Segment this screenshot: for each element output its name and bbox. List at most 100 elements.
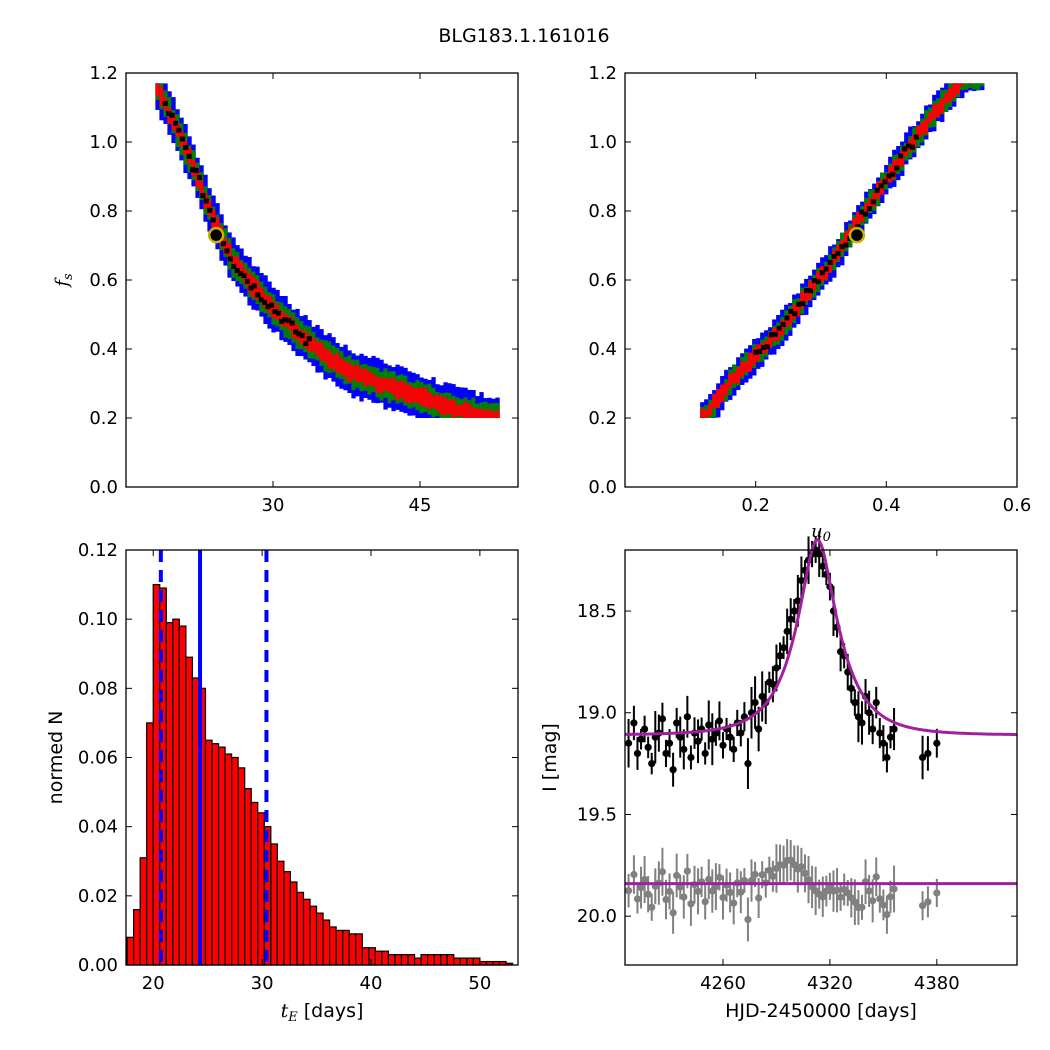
y-tick-label: 19.0 bbox=[577, 703, 617, 724]
chain-sample bbox=[269, 302, 275, 308]
chain-sample bbox=[909, 144, 915, 150]
data-point bbox=[883, 753, 891, 762]
y-tick-label: 18.5 bbox=[577, 601, 617, 622]
chain-sample bbox=[200, 193, 206, 199]
histogram-bar bbox=[185, 656, 194, 966]
density-cell-sigma1 bbox=[768, 332, 773, 349]
histogram-bar bbox=[446, 954, 455, 966]
chain-sample bbox=[839, 244, 845, 250]
residual-point bbox=[751, 870, 759, 879]
y-tick-label: 0.08 bbox=[78, 678, 118, 699]
density-cell-sigma1 bbox=[932, 104, 937, 120]
density-cell-sigma1 bbox=[495, 410, 500, 418]
density-cell-sigma1 bbox=[403, 383, 408, 403]
density-cell-sigma1 bbox=[311, 337, 316, 352]
histogram-bar bbox=[244, 788, 252, 966]
chain-sample bbox=[894, 165, 900, 171]
histogram-bar bbox=[217, 746, 226, 966]
residual-point bbox=[765, 866, 773, 874]
residual-point bbox=[665, 887, 674, 896]
chain-sample bbox=[234, 267, 240, 273]
density-cell-sigma1 bbox=[367, 371, 372, 386]
chain-sample bbox=[862, 211, 868, 217]
data-point bbox=[719, 741, 727, 749]
chain-sample bbox=[293, 329, 299, 335]
data-point bbox=[769, 680, 777, 688]
residual-point bbox=[730, 899, 738, 907]
density-cell-sigma1 bbox=[471, 407, 476, 418]
chain-sample bbox=[289, 320, 295, 326]
density-cell-sigma1 bbox=[828, 259, 833, 273]
density-cell-sigma1 bbox=[968, 83, 973, 84]
residual-point bbox=[879, 901, 887, 909]
density-cell-sigma1 bbox=[816, 271, 821, 285]
histogram-bar bbox=[231, 756, 239, 966]
histogram-bar bbox=[368, 947, 376, 966]
density-cell-sigma1 bbox=[339, 358, 344, 375]
data-point bbox=[662, 749, 670, 758]
data-point bbox=[633, 749, 642, 758]
density-cell-sigma1 bbox=[255, 280, 260, 300]
density-cell-sigma1 bbox=[728, 373, 733, 388]
y-axis-label: I [mag] bbox=[539, 723, 561, 792]
chain-sample bbox=[776, 325, 782, 331]
y-tick-label: 0.00 bbox=[78, 955, 118, 976]
panel-tE-vs-fs: 30 45 0.0 0.2 0.4 0.6 0.8 1.0 1.2 fs bbox=[52, 63, 519, 516]
residual-point bbox=[644, 890, 652, 898]
data-point bbox=[933, 739, 941, 747]
data-point bbox=[758, 692, 766, 701]
residual-point bbox=[918, 902, 927, 910]
histogram-bar bbox=[315, 912, 324, 966]
y-tick-label: 0.12 bbox=[78, 540, 118, 561]
density-cell-sigma1 bbox=[812, 278, 817, 292]
x-tick-label: 0.6 bbox=[1003, 495, 1032, 516]
histogram-bar bbox=[355, 933, 363, 966]
histogram-bar bbox=[413, 957, 422, 966]
x-tick-label: 4380 bbox=[914, 973, 960, 994]
histogram-bar bbox=[309, 905, 318, 966]
residual-point bbox=[680, 893, 688, 901]
chain-sample bbox=[761, 344, 767, 350]
y-tick-label: 20.0 bbox=[577, 906, 617, 927]
density-cell-sigma1 bbox=[892, 159, 897, 179]
data-point bbox=[637, 735, 645, 743]
density-cell-sigma1 bbox=[407, 384, 412, 404]
x-tick-label: 30 bbox=[262, 495, 285, 516]
histogram-bar bbox=[322, 919, 331, 966]
histogram-bar bbox=[407, 954, 416, 966]
residual-point bbox=[833, 886, 841, 894]
residual-point bbox=[630, 870, 638, 879]
chain-sample bbox=[172, 120, 178, 126]
histogram-bar bbox=[427, 954, 435, 966]
residual-point bbox=[673, 871, 681, 880]
data-point bbox=[890, 725, 898, 733]
data-point bbox=[701, 749, 709, 758]
histogram-bar bbox=[348, 933, 357, 966]
chain-sample bbox=[227, 256, 233, 262]
chain-sample bbox=[176, 127, 182, 133]
residual-point bbox=[819, 893, 827, 901]
chain-sample bbox=[902, 146, 908, 152]
density-cell-sigma1 bbox=[724, 382, 729, 395]
x-tick-label: 4260 bbox=[700, 973, 746, 994]
density-cell-sigma1 bbox=[291, 319, 296, 338]
residual-point bbox=[797, 863, 806, 871]
histogram-bar bbox=[191, 677, 200, 966]
residual-point bbox=[869, 897, 877, 905]
residual-point bbox=[658, 868, 667, 876]
data-point bbox=[790, 607, 798, 615]
data-point bbox=[665, 739, 674, 747]
residual-point bbox=[648, 903, 656, 911]
density-cell-sigma3 bbox=[960, 83, 965, 99]
chain-sample bbox=[866, 206, 872, 212]
y-tick-label: 1.2 bbox=[588, 63, 617, 84]
residual-point bbox=[933, 889, 941, 897]
chain-sample bbox=[299, 333, 305, 339]
y-axis-label: normed N bbox=[45, 711, 67, 805]
residual-point bbox=[669, 909, 677, 917]
residual-point bbox=[624, 887, 633, 895]
histogram-bar bbox=[361, 947, 370, 966]
y-tick-label: 1.0 bbox=[89, 132, 118, 153]
chain-sample bbox=[757, 348, 763, 354]
density-cell-sigma1 bbox=[936, 102, 941, 117]
